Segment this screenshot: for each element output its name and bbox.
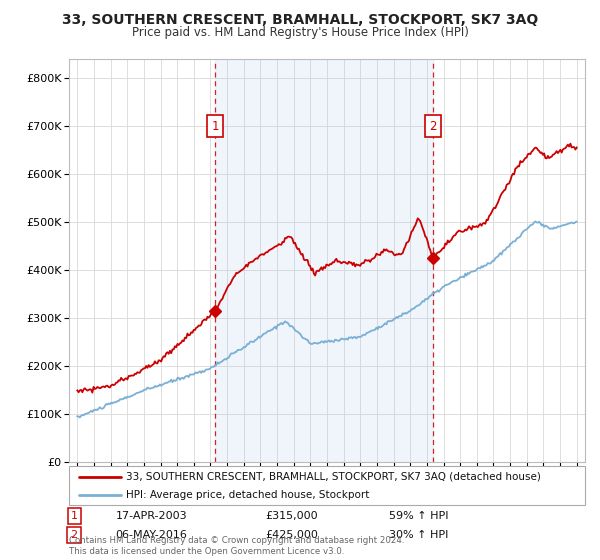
Text: £425,000: £425,000 — [265, 530, 318, 540]
Bar — [215, 59, 433, 462]
Text: 2: 2 — [71, 530, 78, 540]
Text: £315,000: £315,000 — [265, 511, 318, 521]
Text: 06-MAY-2016: 06-MAY-2016 — [115, 530, 187, 540]
Text: HPI: Average price, detached house, Stockport: HPI: Average price, detached house, Stoc… — [126, 489, 369, 500]
Text: 59% ↑ HPI: 59% ↑ HPI — [389, 511, 448, 521]
Text: 33, SOUTHERN CRESCENT, BRAMHALL, STOCKPORT, SK7 3AQ: 33, SOUTHERN CRESCENT, BRAMHALL, STOCKPO… — [62, 13, 538, 27]
Text: 17-APR-2003: 17-APR-2003 — [115, 511, 187, 521]
Text: 33, SOUTHERN CRESCENT, BRAMHALL, STOCKPORT, SK7 3AQ (detached house): 33, SOUTHERN CRESCENT, BRAMHALL, STOCKPO… — [126, 472, 541, 482]
Text: Contains HM Land Registry data © Crown copyright and database right 2024.
This d: Contains HM Land Registry data © Crown c… — [69, 536, 404, 556]
Text: 1: 1 — [212, 119, 219, 133]
Text: 30% ↑ HPI: 30% ↑ HPI — [389, 530, 448, 540]
FancyBboxPatch shape — [69, 466, 585, 505]
Text: 1: 1 — [71, 511, 77, 521]
Text: Price paid vs. HM Land Registry's House Price Index (HPI): Price paid vs. HM Land Registry's House … — [131, 26, 469, 39]
Text: 2: 2 — [429, 119, 437, 133]
